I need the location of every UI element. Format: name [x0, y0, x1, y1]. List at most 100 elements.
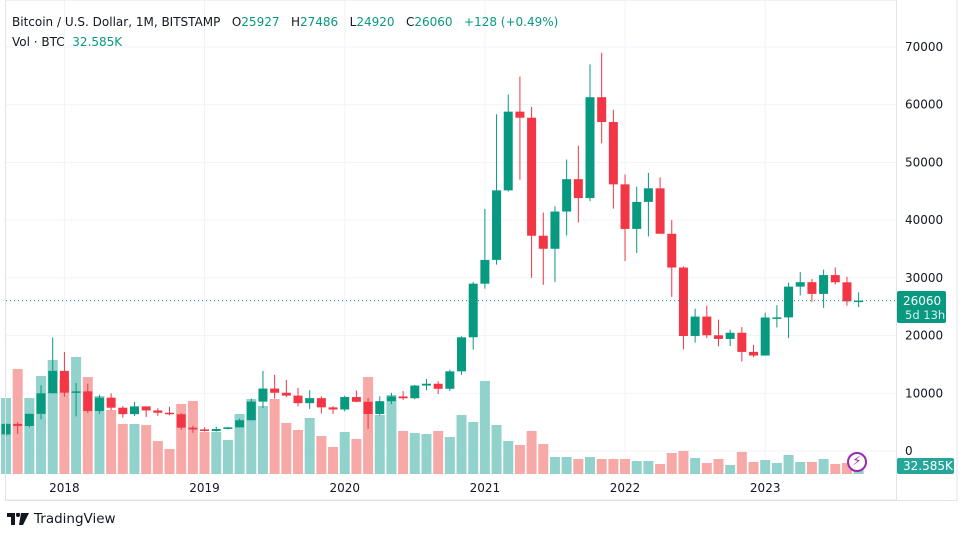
- candle-body: [702, 316, 712, 336]
- candle-body: [784, 286, 794, 318]
- candle-body: [667, 233, 677, 268]
- candle-body: [503, 111, 513, 191]
- candle-body: [293, 395, 303, 404]
- open-value: 25927: [241, 15, 280, 29]
- candle-body: [375, 401, 385, 414]
- candle-body: [200, 429, 210, 432]
- volume-bar: [690, 458, 701, 474]
- time-axis[interactable]: 2018 2019 2020 2021 2022 2023: [49, 481, 780, 495]
- candles: [1, 52, 864, 437]
- candle-body: [398, 396, 408, 399]
- candle-body: [433, 383, 443, 389]
- candle-body: [176, 414, 186, 428]
- volume-bar: [608, 459, 619, 474]
- candle-body: [363, 401, 373, 414]
- candle-body: [71, 391, 81, 393]
- candle-body: [854, 300, 864, 303]
- change-value: +128 (+0.49%): [464, 15, 559, 29]
- candle-body: [316, 398, 326, 408]
- price-tick-label: 50000: [905, 155, 943, 169]
- price-axis[interactable]: 70000 60000 50000 40000 30000 20000 10000 0: [905, 40, 943, 458]
- volume-bar: [398, 431, 409, 474]
- volume-bar: [187, 401, 198, 474]
- volume-bar: [421, 434, 432, 474]
- close-value: 26060: [414, 15, 453, 29]
- volume-bar: [199, 432, 210, 474]
- candle-body: [643, 188, 653, 202]
- tradingview-logo-icon: [7, 513, 29, 525]
- volume-bar: [339, 432, 350, 474]
- price-tick-label: 30000: [905, 271, 943, 285]
- candle-body: [94, 397, 104, 412]
- volume-bar: [59, 380, 70, 474]
- candle-body: [690, 316, 700, 336]
- volume-bar: [269, 399, 280, 474]
- volume-bar: [433, 431, 444, 474]
- candle-body: [386, 396, 396, 402]
- volume-bar: [713, 459, 724, 474]
- volume-bar: [316, 436, 327, 474]
- volume-bar: [830, 464, 841, 474]
- candle-body: [305, 398, 315, 404]
- volume-bar: [129, 424, 140, 474]
- volume-bar: [24, 398, 35, 474]
- price-tick-label: 0: [905, 444, 913, 458]
- volume-bar: [620, 459, 631, 474]
- volume-bar: [211, 432, 222, 474]
- bar-countdown: 5d 13h: [905, 308, 945, 322]
- candle-body: [480, 259, 490, 284]
- grid: [6, 0, 896, 474]
- volume-bar: [795, 462, 806, 474]
- volume-bar: [771, 463, 782, 474]
- candle-body: [842, 282, 852, 302]
- candle-body: [608, 122, 618, 185]
- candle-body: [527, 117, 537, 236]
- volume-bar: [94, 396, 105, 474]
- time-tick-label: 2020: [329, 481, 360, 495]
- volume-bar: [164, 449, 175, 474]
- candle-body: [725, 332, 735, 339]
- volume-bar: [304, 418, 315, 474]
- last-price-badge: 26060 5d 13h: [897, 291, 946, 323]
- symbol-title[interactable]: Bitcoin / U.S. Dollar, 1M, BITSTAMP: [12, 15, 221, 29]
- candle-body: [597, 97, 607, 123]
- volume-bar: [47, 360, 58, 474]
- volume-bar: [36, 376, 47, 474]
- volume-bar: [678, 451, 689, 474]
- time-tick-label: 2021: [470, 481, 501, 495]
- volume-bar: [246, 399, 257, 474]
- candle-body: [538, 235, 548, 249]
- volume-bar: [374, 415, 385, 474]
- price-tick-label: 40000: [905, 213, 943, 227]
- candle-body: [445, 371, 455, 389]
- volume-bar: [222, 440, 233, 474]
- lightning-icon[interactable]: ⚡: [847, 452, 867, 472]
- volume-bars: [1, 357, 864, 474]
- close-label: C: [405, 15, 415, 29]
- volume-label[interactable]: Vol · BTC: [12, 35, 65, 49]
- low-label: L: [349, 15, 357, 29]
- volume-bar: [760, 460, 771, 474]
- volume-bar: [12, 369, 23, 474]
- candle-body: [749, 351, 759, 356]
- candle-body: [165, 412, 175, 415]
- candle-body: [246, 401, 256, 421]
- volume-bar: [82, 377, 93, 474]
- candle-body: [83, 391, 93, 412]
- candle-body: [340, 397, 350, 410]
- volume-bar: [655, 464, 666, 474]
- candle-body: [632, 201, 642, 229]
- tradingview-brand[interactable]: TradingView: [7, 511, 116, 527]
- volume-bar: [479, 381, 490, 474]
- volume-bar: [585, 457, 595, 474]
- candle-body: [36, 393, 46, 414]
- volume-bar: [106, 410, 117, 474]
- time-tick-label: 2018: [49, 481, 80, 495]
- volume-bar: [631, 461, 642, 474]
- volume-bar: [328, 447, 339, 474]
- volume-bar: [141, 425, 152, 474]
- candle-body: [258, 388, 268, 402]
- price-tick-label: 20000: [905, 329, 943, 343]
- candle-body: [737, 332, 747, 352]
